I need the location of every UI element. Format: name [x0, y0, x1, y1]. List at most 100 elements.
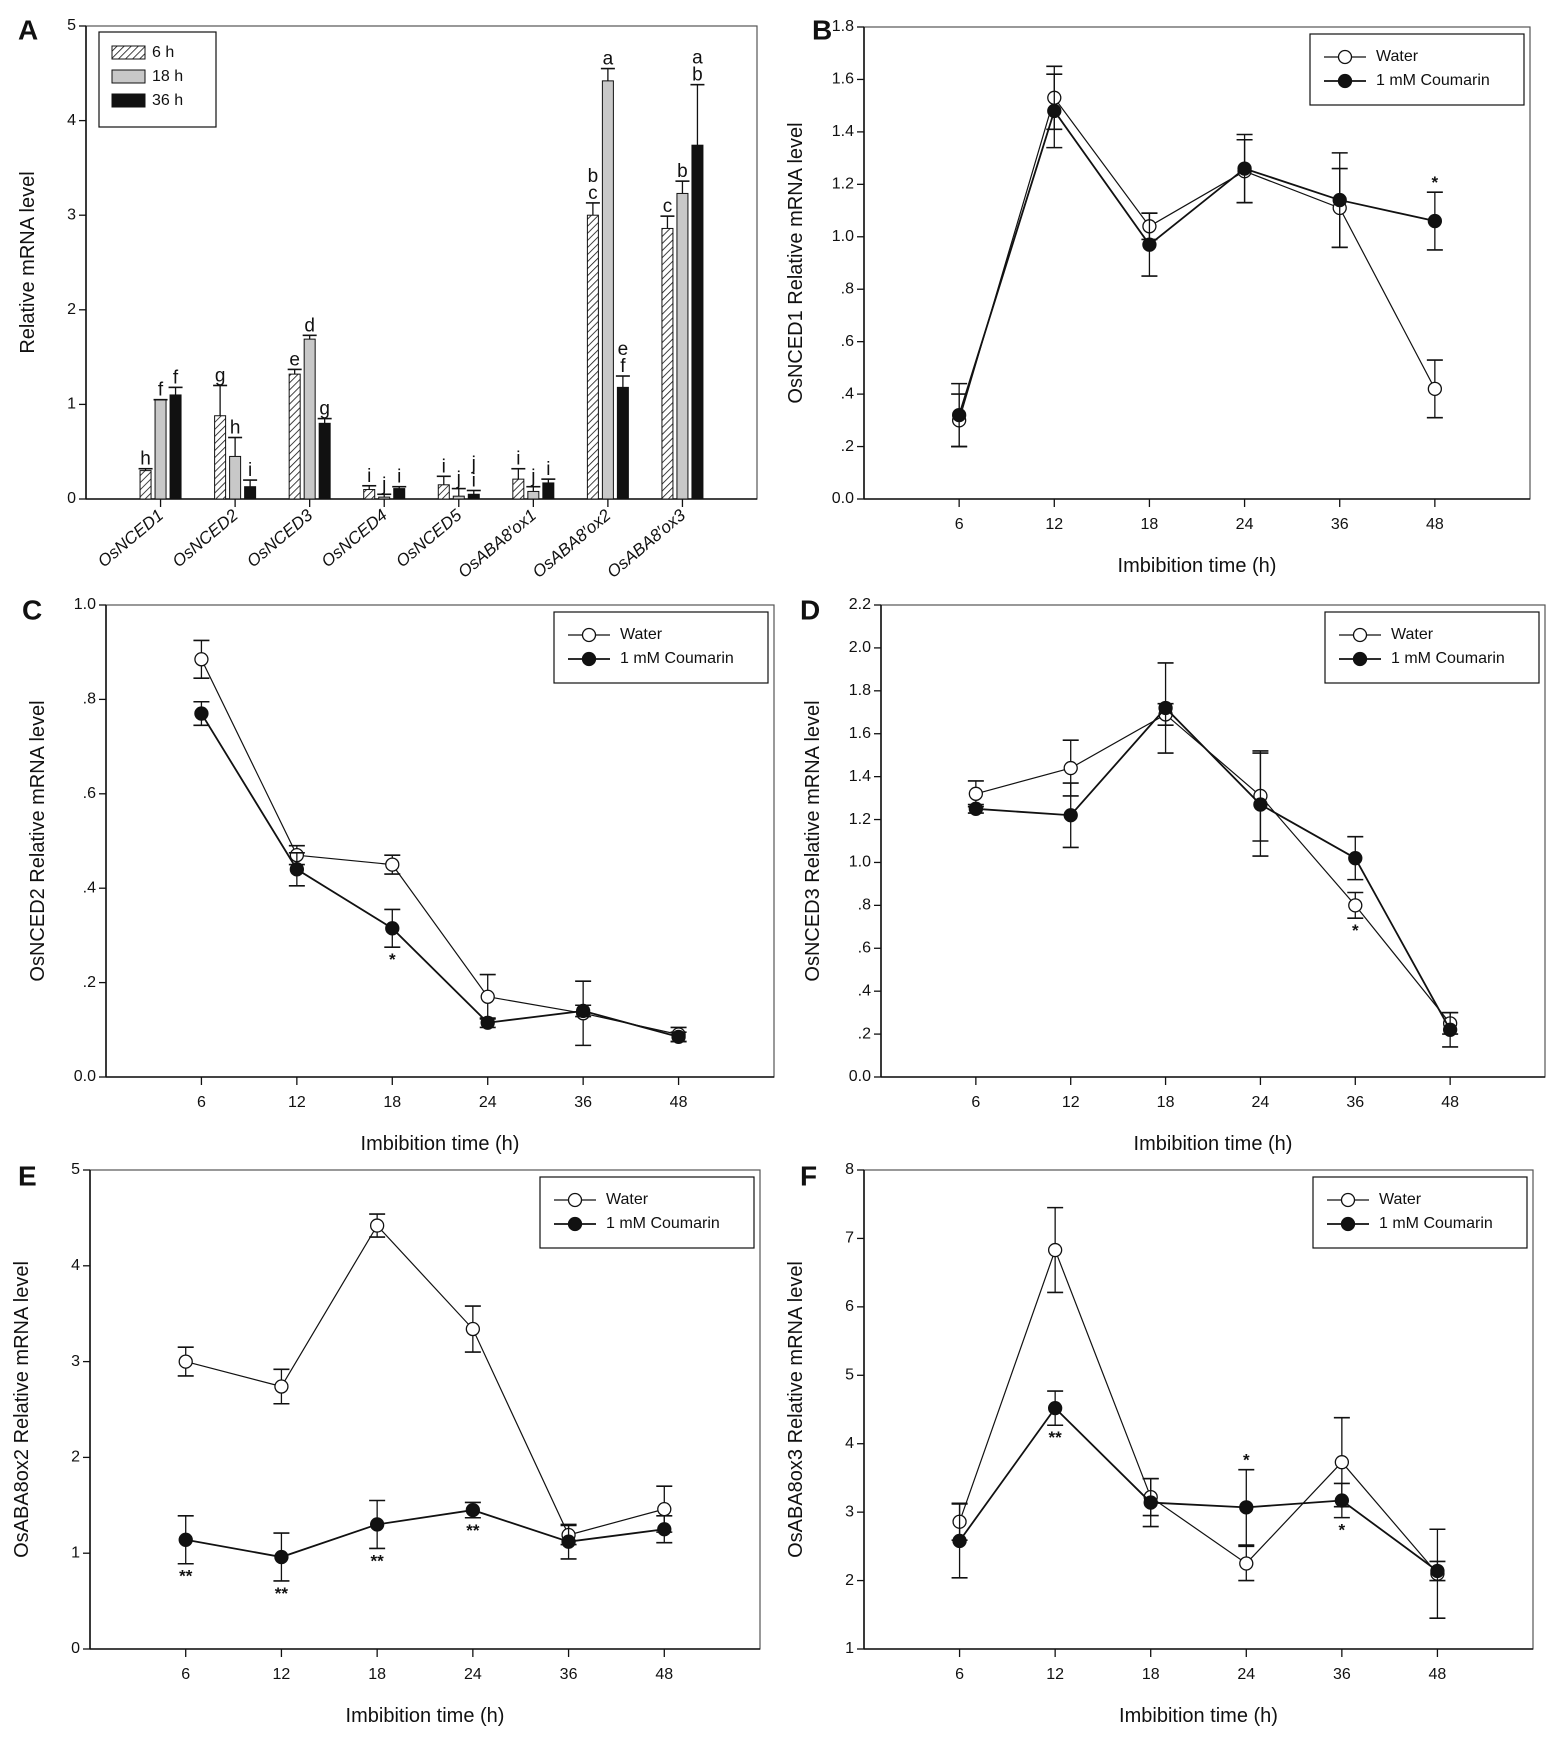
legend-label: 18 h: [152, 68, 183, 85]
y-tick-label: .4: [858, 982, 871, 999]
panel-label: D: [800, 594, 820, 625]
bar-6h: [139, 470, 152, 500]
bar-6h: [512, 478, 525, 500]
y-tick-label: 1.4: [832, 123, 854, 140]
x-tick-label: OsABA8′ox3: [603, 505, 689, 581]
significance-letter: b: [692, 65, 703, 86]
y-tick-label: 4: [845, 1435, 854, 1452]
legend-label: Water: [620, 626, 663, 643]
data-point: [952, 1533, 967, 1549]
x-tick-label: 6: [197, 1094, 206, 1111]
bar-36h: [169, 394, 182, 500]
significance-letter: f: [158, 380, 164, 401]
y-tick-label: 0: [71, 1640, 80, 1657]
x-tick-label: OsNCED5: [392, 505, 465, 571]
bar-36h: [393, 488, 406, 500]
series-coumarin: [967, 662, 1459, 1048]
x-tick-label: 6: [181, 1666, 190, 1683]
y-tick-label: 3: [845, 1503, 854, 1520]
x-tick-label: OsNCED4: [318, 506, 391, 572]
y-tick-label: 1.8: [849, 682, 871, 699]
data-point: [369, 1218, 385, 1233]
x-tick-label: OsNCED2: [169, 505, 242, 571]
data-point: [1427, 213, 1443, 229]
data-point: [1348, 851, 1363, 866]
x-tick-label: 6: [971, 1094, 980, 1111]
data-point: [178, 1354, 193, 1369]
y-tick-label: 5: [71, 1161, 80, 1178]
bar-36h: [318, 422, 331, 500]
significance-letter: i: [367, 466, 371, 487]
x-tick-label: 18: [1142, 1666, 1160, 1683]
series-line: [200, 713, 679, 1038]
significance-letter: f: [173, 367, 179, 388]
bar-18h: [527, 490, 540, 500]
x-tick-label: 18: [383, 1094, 401, 1111]
x-tick-label: 12: [288, 1094, 306, 1111]
significance-letter: h: [140, 449, 151, 470]
significance-letter: i: [397, 467, 401, 488]
legend-marker: [581, 651, 597, 667]
data-point: [194, 706, 209, 721]
y-tick-label: 1.0: [849, 854, 871, 871]
bar-18h: [378, 496, 391, 500]
y-tick-label: .6: [841, 333, 854, 350]
series-line: [185, 1224, 665, 1536]
panel-d: D 0.0 .2 .4 .6 .8 1.0 1.2 1.4 1.6 1.8 2.0 2.2 OsNCED3…: [800, 594, 1546, 1155]
y-tick-label: 6: [845, 1298, 854, 1315]
x-tick-label: 48: [1429, 1666, 1447, 1683]
y-tick-label: 0: [67, 490, 76, 507]
data-point: [1442, 1022, 1458, 1037]
data-point: [1142, 237, 1157, 252]
y-tick-label: .8: [83, 691, 96, 708]
series-water: [967, 702, 1459, 1035]
panel-label: A: [18, 14, 38, 45]
legend: Water 1 mM Coumarin: [539, 1176, 755, 1249]
legend-marker: [1337, 49, 1353, 65]
legend: Water 1 mM Coumarin: [553, 611, 769, 684]
significance-marker: *: [1243, 1451, 1250, 1470]
y-tick-label: 5: [67, 17, 76, 34]
legend: 6 h 18 h 36 h: [98, 31, 217, 128]
legend-swatch: [111, 45, 146, 60]
y-tick-label: 2.2: [849, 596, 871, 613]
significance-marker: *: [1339, 1521, 1346, 1540]
legend: Water 1 mM Coumarin: [1309, 33, 1525, 106]
x-tick-label: 48: [1441, 1094, 1459, 1111]
data-point: [1047, 1400, 1063, 1416]
data-point: [951, 407, 967, 423]
y-axis-label: OsNCED2 Relative mRNA level: [27, 700, 49, 981]
legend-marker: [567, 1216, 583, 1232]
series-water: [177, 1213, 673, 1546]
data-point: [657, 1522, 672, 1537]
y-tick-label: 1: [67, 396, 76, 413]
x-axis-label: Imbibition time (h): [1134, 1133, 1293, 1155]
y-tick-label: 2: [845, 1572, 854, 1589]
legend-label: Water: [606, 1191, 649, 1208]
series-coumarin: [193, 700, 687, 1045]
y-tick-label: 1.0: [74, 596, 96, 613]
legend-box: [553, 611, 769, 684]
bar-36h: [616, 386, 629, 500]
y-tick-label: 1: [71, 1544, 80, 1561]
data-point: [1063, 808, 1078, 823]
significance-marker: **: [179, 1567, 193, 1586]
x-tick-label: 18: [1141, 516, 1159, 533]
legend-marker: [567, 1192, 583, 1208]
significance-letter: j: [530, 467, 535, 488]
bar-6h: [214, 415, 227, 500]
legend-swatch: [111, 69, 146, 84]
significance-marker: *: [1352, 921, 1359, 940]
y-tick-label: 1.8: [832, 18, 854, 35]
y-tick-label: .6: [858, 939, 871, 956]
significance-marker: **: [275, 1584, 289, 1603]
series-line: [975, 706, 1451, 1031]
x-tick-label: 6: [955, 516, 964, 533]
x-axis-label: Imbibition time (h): [1118, 555, 1277, 577]
y-tick-label: 0.0: [832, 490, 854, 507]
y-tick-label: 1.2: [849, 811, 871, 828]
legend-label: Water: [1376, 48, 1419, 65]
x-tick-label: 12: [273, 1666, 291, 1683]
data-point: [657, 1501, 672, 1517]
data-point: [968, 786, 984, 801]
